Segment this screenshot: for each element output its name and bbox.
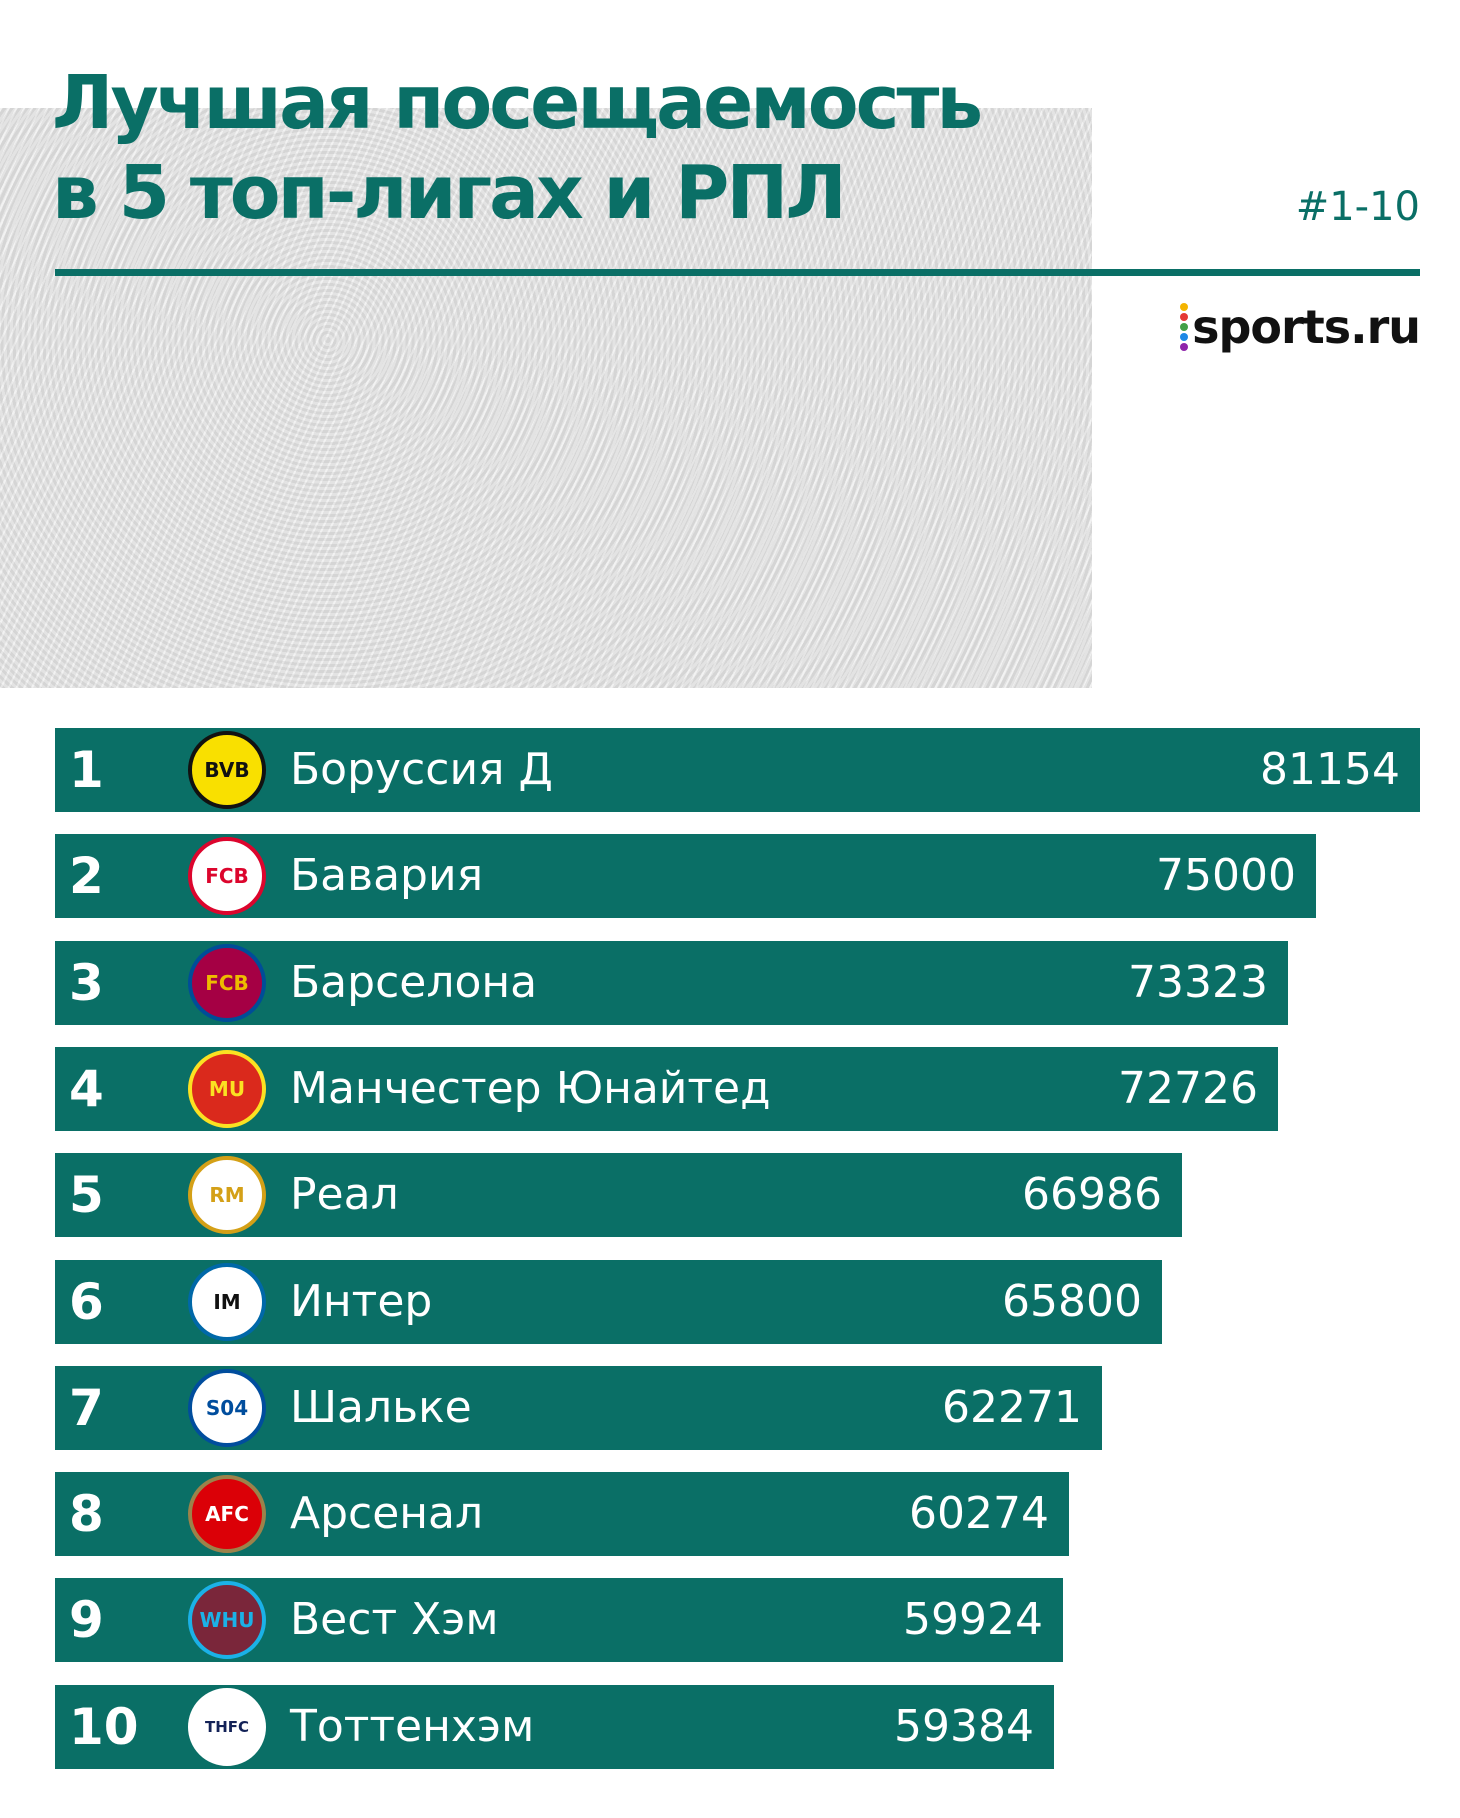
attendance-value: 75000	[1156, 850, 1296, 902]
team-name: Шальке	[290, 1381, 472, 1433]
bar-6: 6 IM Интер 65800	[55, 1259, 1162, 1344]
rank-label: 7	[69, 1378, 104, 1437]
rank-label: 3	[69, 953, 104, 1012]
inter-crest-icon: IM	[188, 1262, 266, 1341]
logo-dots-icon	[1180, 302, 1189, 352]
rank-label: 1	[69, 741, 104, 799]
team-name: Манчестер Юнайтед	[290, 1062, 771, 1114]
attendance-value: 81154	[1260, 744, 1400, 795]
tottenham-crest-icon: THFC	[188, 1687, 266, 1766]
rank-label: 6	[69, 1272, 104, 1331]
attendance-value: 59384	[894, 1700, 1034, 1752]
team-name: Тоттенхэм	[290, 1700, 535, 1752]
page-title: Лучшая посещаемость в 5 топ-лигах и РПЛ	[52, 58, 1132, 238]
bar-1: 1 BVB Боруссия Д 81154	[55, 728, 1420, 812]
team-name: Арсенал	[290, 1488, 484, 1540]
stadium-crowd-background	[0, 108, 1092, 688]
rank-label: 5	[69, 1166, 104, 1225]
rank-label: 4	[69, 1059, 104, 1118]
arsenal-crest-icon: AFC	[188, 1475, 266, 1554]
rank-label: 8	[69, 1485, 104, 1544]
sports-ru-logo: sports.ru	[1180, 300, 1421, 354]
manutd-crest-icon: MU	[188, 1049, 266, 1128]
bar-7: 7 S04 Шальке 62271	[55, 1365, 1102, 1450]
real-crest-icon: RM	[188, 1156, 266, 1235]
team-name: Барселона	[290, 956, 538, 1008]
bar-10: 10 THFC Тоттенхэм 59384	[55, 1684, 1054, 1769]
bar-2: 2 FCB Бавария 75000	[55, 834, 1316, 919]
bar-8: 8 AFC Арсенал 60274	[55, 1472, 1069, 1557]
rank-label: 10	[69, 1697, 139, 1756]
bvb-crest-icon: BVB	[188, 731, 266, 809]
attendance-value: 73323	[1128, 956, 1268, 1008]
barcelona-crest-icon: FCB	[188, 943, 266, 1022]
attendance-value: 62271	[942, 1381, 1082, 1433]
team-name: Интер	[290, 1275, 433, 1327]
attendance-value: 66986	[1022, 1169, 1162, 1221]
brand-name: sports.ru	[1192, 300, 1421, 354]
ranking-range-label: #1-10	[1295, 184, 1420, 230]
attendance-value: 59924	[903, 1594, 1043, 1646]
bar-3: 3 FCB Барселона 73323	[55, 940, 1288, 1025]
attendance-value: 60274	[909, 1488, 1049, 1540]
header-divider	[55, 269, 1420, 276]
title-line-2: в 5 топ-лигах и РПЛ	[52, 150, 847, 236]
attendance-bar-chart: 1 BVB Боруссия Д 81154 2 FCB Бавария 75000 3 FCB Б…	[55, 0, 1420, 1818]
title-line-1: Лучшая посещаемость	[52, 60, 983, 146]
attendance-value: 65800	[1002, 1275, 1142, 1327]
rank-label: 2	[69, 847, 104, 906]
bar-5: 5 RM Реал 66986	[55, 1153, 1182, 1238]
bar-9: 9 WHU Вест Хэм 59924	[55, 1578, 1063, 1663]
bar-4: 4 MU Манчестер Юнайтед 72726	[55, 1046, 1278, 1131]
team-name: Реал	[290, 1169, 399, 1221]
schalke-crest-icon: S04	[188, 1368, 266, 1447]
westham-crest-icon: WHU	[188, 1581, 266, 1660]
attendance-value: 72726	[1118, 1062, 1258, 1114]
team-name: Бавария	[290, 850, 484, 902]
rank-label: 9	[69, 1591, 104, 1650]
bayern-crest-icon: FCB	[188, 837, 266, 916]
team-name: Вест Хэм	[290, 1594, 499, 1646]
team-name: Боруссия Д	[290, 744, 553, 795]
